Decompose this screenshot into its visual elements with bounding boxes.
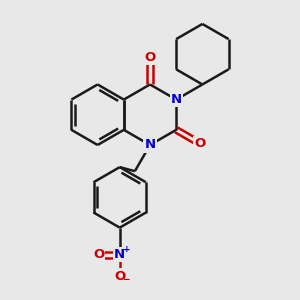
Text: +: + <box>123 245 130 254</box>
Text: N: N <box>114 248 125 261</box>
Text: O: O <box>93 248 104 261</box>
Text: O: O <box>194 137 206 150</box>
Text: N: N <box>171 93 182 106</box>
Text: O: O <box>144 51 156 64</box>
Text: N: N <box>144 139 156 152</box>
Text: −: − <box>122 274 130 284</box>
Text: O: O <box>114 269 125 283</box>
